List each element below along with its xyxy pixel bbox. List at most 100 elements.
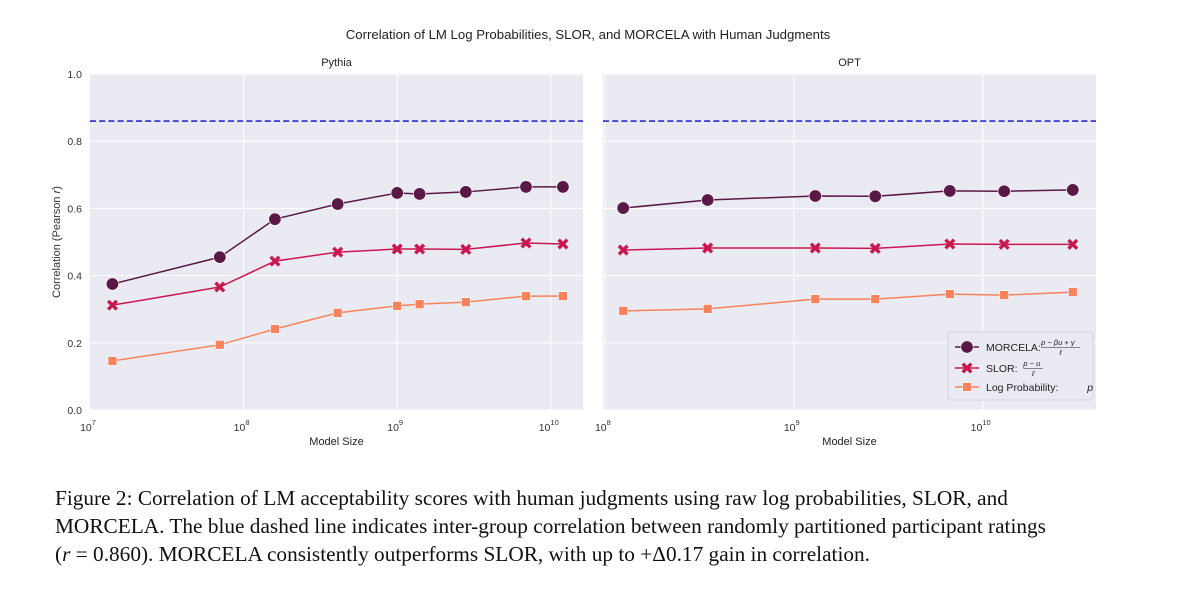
data-point-morcela	[413, 187, 427, 201]
data-point-morcela	[390, 186, 404, 200]
data-point-log-probability	[558, 291, 568, 301]
data-point-slor-stroke	[809, 242, 821, 254]
data-point-morcela	[616, 201, 630, 215]
data-point-morcela	[519, 180, 533, 194]
x-tick-label: 107	[80, 418, 96, 434]
x-tick-base: 10	[539, 422, 551, 434]
data-point-morcela	[997, 184, 1011, 198]
legend-marker-slor	[961, 362, 973, 374]
data-point-slor-stroke	[869, 242, 881, 254]
caption-line-1: Figure 2: Correlation of LM acceptabilit…	[55, 486, 1008, 510]
data-point-slor	[809, 242, 821, 254]
y-axis-label-r: r	[51, 188, 63, 193]
data-point-morcela	[1066, 183, 1080, 197]
x-tick-base: 10	[784, 422, 796, 434]
data-point-slor	[391, 243, 403, 255]
x-tick-exp: 8	[245, 418, 249, 427]
data-point-slor	[998, 238, 1010, 250]
x-tick-label: 108	[595, 418, 611, 434]
x-tick-label: 108	[234, 418, 250, 434]
x-tick-exp: 8	[607, 418, 611, 427]
data-point-log-probability	[461, 297, 471, 307]
legend-item: SLOR: p − uℓ	[955, 359, 1043, 378]
data-point-morcela	[105, 277, 119, 291]
data-point-log-probability	[392, 301, 402, 311]
panel-subtitle: OPT	[838, 57, 861, 69]
data-point-slor	[617, 244, 629, 256]
x-tick-exp: 7	[92, 418, 96, 427]
data-point-slor	[869, 242, 881, 254]
y-tick-label: 0.8	[67, 136, 82, 148]
data-point-morcela	[556, 180, 570, 194]
plot-area	[90, 74, 583, 410]
data-point-slor-stroke	[617, 244, 629, 256]
data-point-slor-stroke	[391, 243, 403, 255]
data-point-slor	[702, 242, 714, 254]
x-axis-label: Model Size	[309, 436, 363, 448]
y-tick-label: 1.0	[67, 69, 82, 81]
data-point-slor-stroke	[520, 237, 532, 249]
data-point-slor	[520, 237, 532, 249]
data-point-log-probability	[618, 306, 628, 316]
x-tick-label: 109	[387, 418, 403, 434]
caption-line-3: (r = 0.860). MORCELA consistently outper…	[55, 540, 1155, 568]
data-point-slor	[269, 255, 281, 267]
y-tick-label: 0.2	[67, 338, 82, 350]
data-point-slor	[944, 238, 956, 250]
data-point-slor-stroke	[1067, 238, 1079, 250]
caption-line-2: MORCELA. The blue dashed line indicates …	[55, 514, 1046, 538]
x-tick-label: 1010	[539, 418, 559, 434]
data-point-slor	[106, 299, 118, 311]
x-tick-exp: 9	[399, 418, 403, 427]
data-point-slor	[214, 281, 226, 293]
data-point-morcela	[701, 193, 715, 207]
data-point-slor-stroke	[214, 281, 226, 293]
legend-marker-slor-stroke	[961, 362, 973, 374]
panel-subtitle: Pythia	[321, 57, 352, 69]
legend-box	[947, 331, 1094, 401]
data-point-morcela	[943, 184, 957, 198]
data-point-log-probability	[810, 294, 821, 304]
data-point-slor-stroke	[998, 238, 1010, 250]
data-point-morcela	[808, 189, 822, 203]
legend-formula-denominator: ℓ	[1058, 348, 1062, 357]
x-tick-label: 1010	[971, 418, 991, 434]
caption-line-3-rest: = 0.860). MORCELA consistently outperfor…	[70, 542, 870, 566]
x-tick-base: 10	[971, 422, 983, 434]
data-point-slor-stroke	[269, 255, 281, 267]
legend-marker-morcela	[960, 340, 974, 354]
x-tick-exp: 10	[982, 418, 990, 427]
data-point-slor	[460, 243, 472, 255]
data-point-slor	[557, 238, 569, 250]
legend-label: Log Probability:	[986, 382, 1058, 394]
data-point-log-probability	[215, 340, 225, 350]
data-point-slor-stroke	[944, 238, 956, 250]
data-point-morcela	[459, 185, 473, 199]
y-axis-label-close: )	[51, 186, 63, 190]
data-point-log-probability	[414, 299, 425, 309]
x-tick-exp: 9	[796, 418, 800, 427]
legend-label: MORCELA:	[986, 342, 1041, 354]
data-point-morcela	[268, 212, 282, 226]
figure-caption: Figure 2: Correlation of LM acceptabilit…	[55, 484, 1155, 568]
chart-title: Correlation of LM Log Probabilities, SLO…	[346, 27, 831, 42]
y-tick-label: 0.0	[67, 405, 82, 417]
figure: Correlation of LM Log Probabilities, SLO…	[51, 27, 1096, 448]
data-point-log-probability	[107, 356, 118, 366]
legend-item: Log Probability: p	[955, 382, 1093, 394]
data-point-log-probability	[702, 304, 713, 314]
data-point-slor-stroke	[414, 243, 426, 255]
data-point-log-probability	[1068, 287, 1078, 297]
y-tick-label: 0.4	[67, 271, 82, 283]
data-point-morcela	[331, 197, 345, 211]
data-point-log-probability	[332, 308, 343, 318]
legend-label: SLOR:	[986, 363, 1018, 375]
caption-r-symbol: r	[62, 542, 71, 566]
data-point-slor	[332, 246, 344, 258]
legend-marker-log-probability	[962, 382, 972, 392]
data-point-log-probability	[999, 290, 1009, 300]
x-tick-base: 10	[80, 422, 92, 434]
x-tick-base: 10	[387, 422, 399, 434]
data-point-slor-stroke	[460, 243, 472, 255]
